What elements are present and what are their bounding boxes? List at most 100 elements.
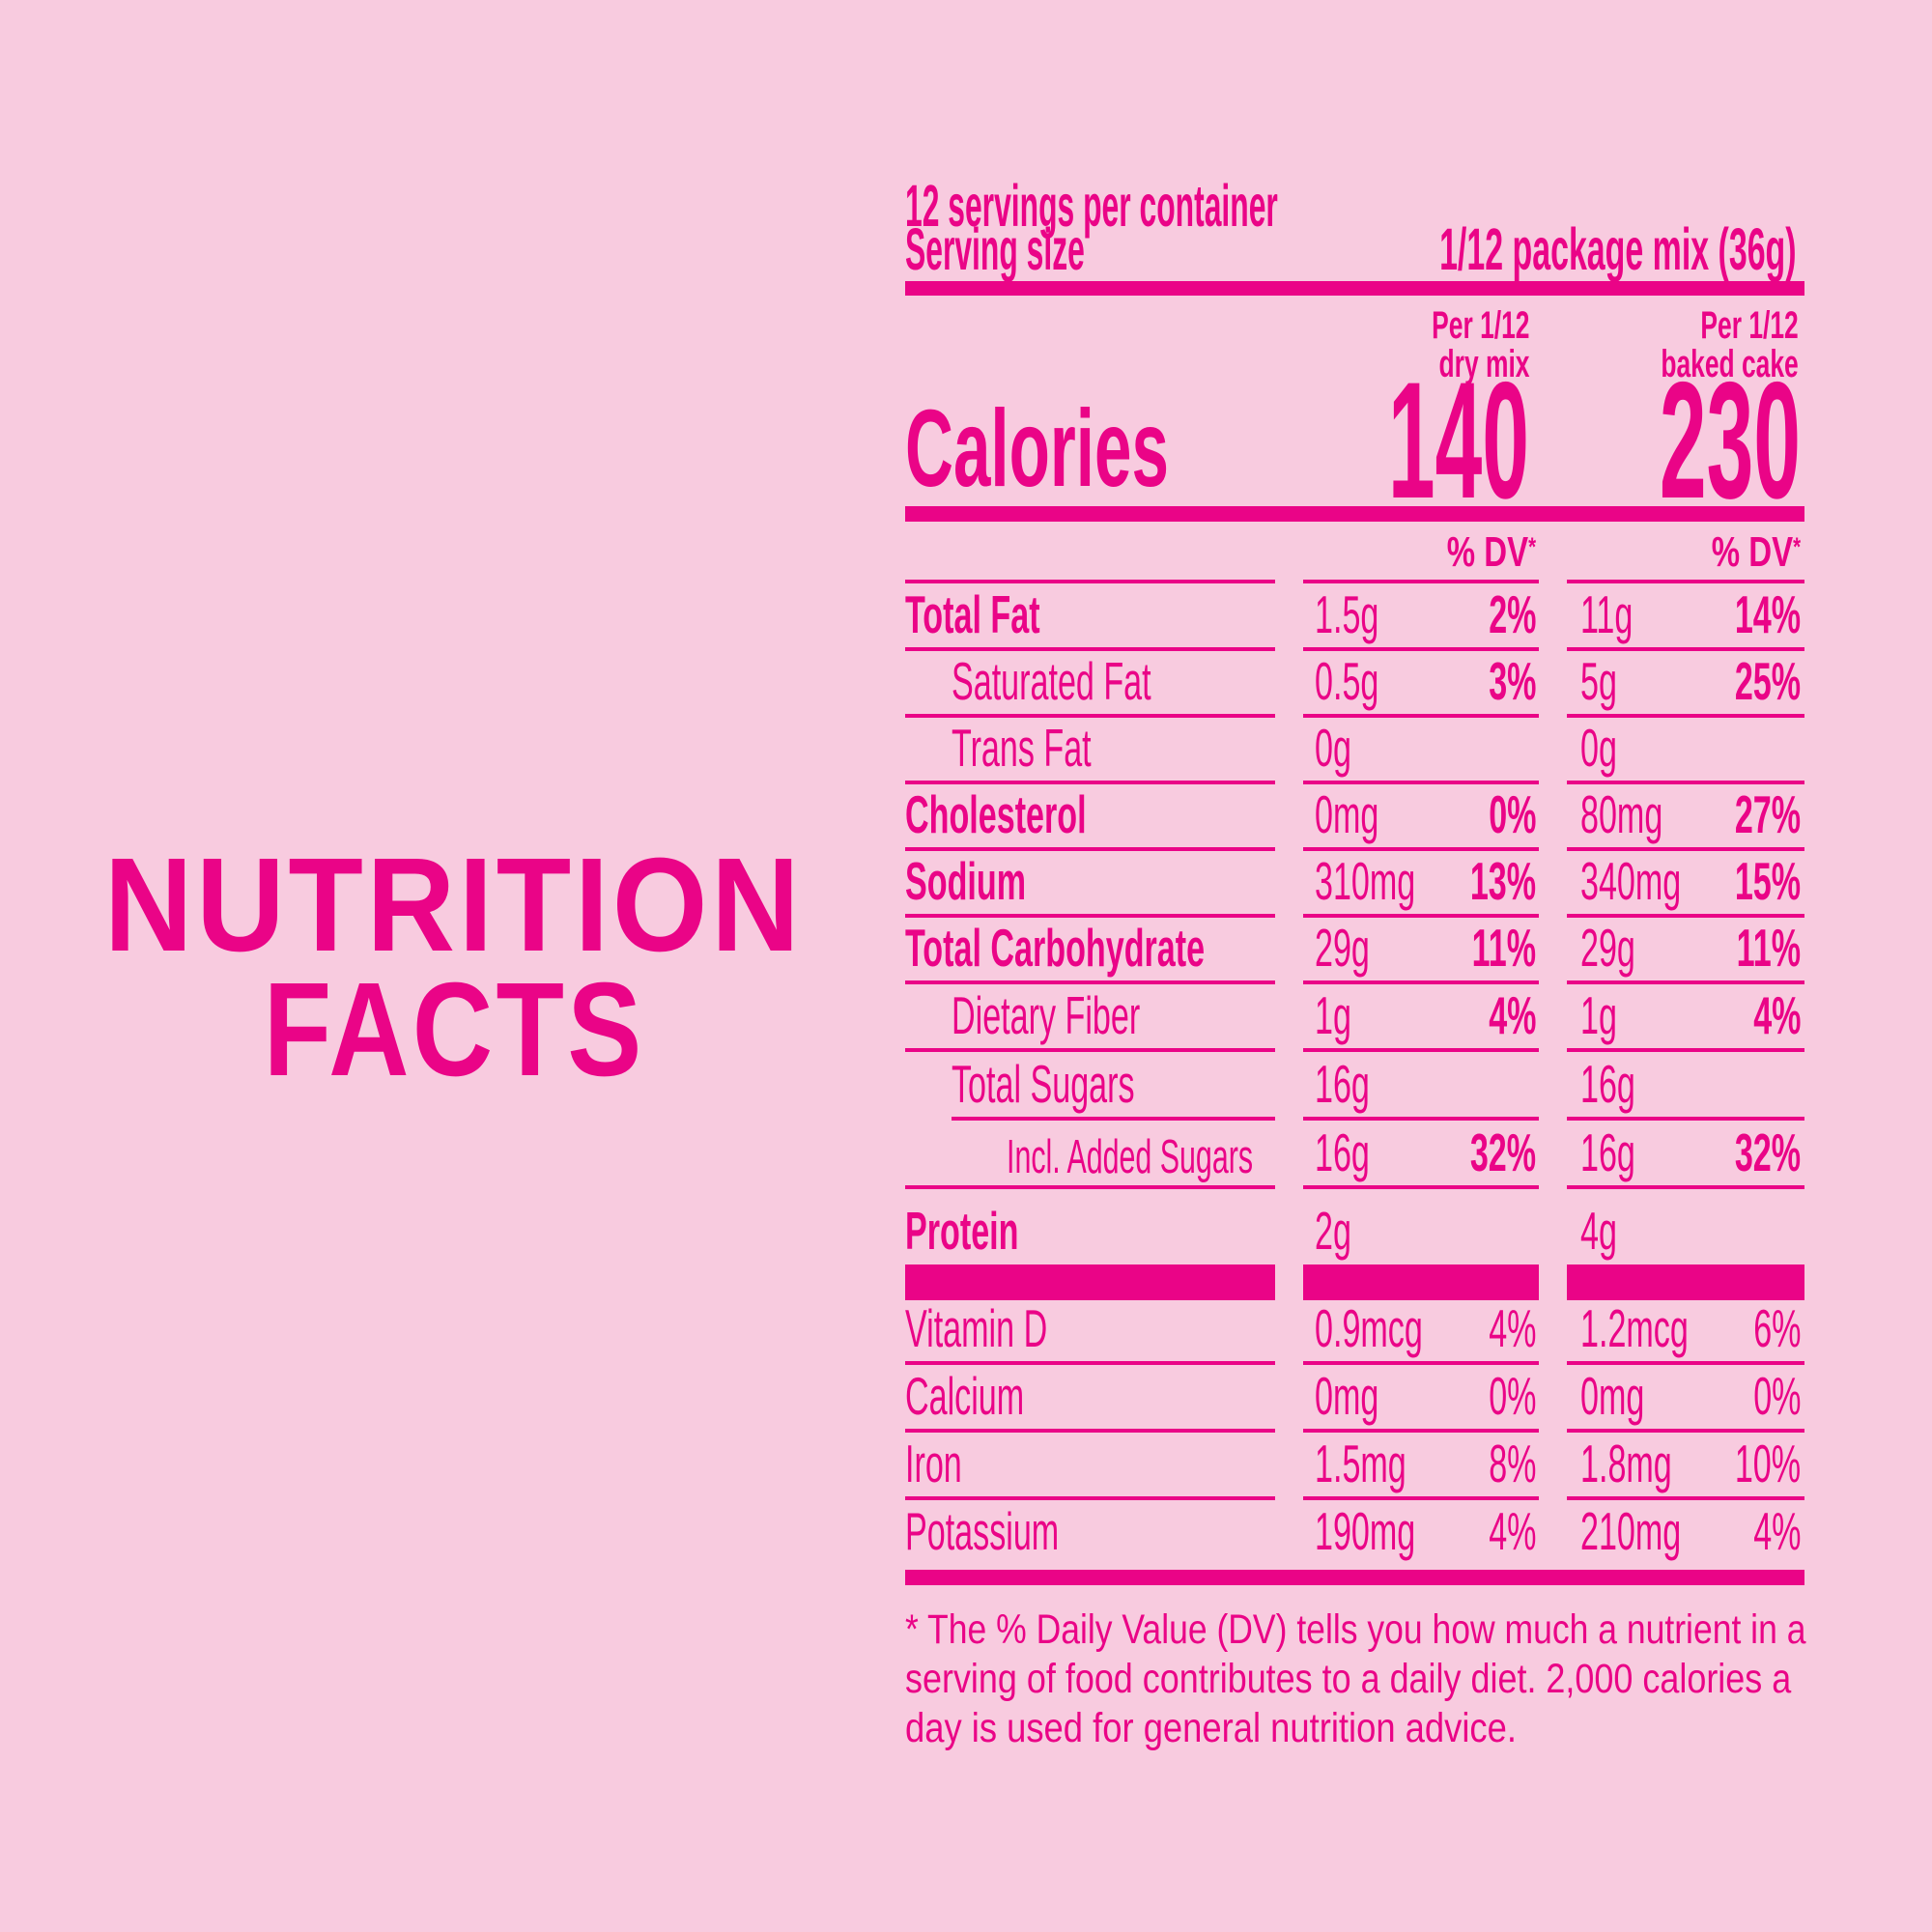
divider-line [1567, 914, 1804, 918]
divider-line [1303, 847, 1539, 851]
row-total-carbohydrate-bakedcake-dv: 11% [1530, 922, 1801, 975]
row-calcium-drymix-amount: 0mg [1315, 1370, 1418, 1423]
divider-line [1567, 1185, 1804, 1189]
serving-size-label: Serving size [905, 220, 1249, 279]
row-total-fat-bakedcake-dv: 14% [1530, 588, 1801, 641]
row-sodium-drymix-amount: 310mg [1315, 855, 1477, 908]
row-label-iron: Iron [905, 1437, 997, 1491]
row-total-carbohydrate-bakedcake-dv-text: 11% [1736, 918, 1801, 978]
row-total-carbohydrate-drymix-amount: 29g [1315, 922, 1404, 975]
divider-line [1303, 1361, 1539, 1365]
row-label-trans-fat: Trans Fat [952, 722, 1177, 775]
row-cholesterol-drymix-amount: 0mg [1315, 788, 1418, 841]
row-total-sugars-bakedcake-amount: 16g [1580, 1058, 1669, 1111]
row-calcium-bakedcake-dv-text: 0% [1752, 1366, 1801, 1426]
page-title-line-1-text: NUTRITION [104, 831, 804, 980]
divider-line [1567, 1048, 1804, 1052]
calories-drymix-value: 140 [1143, 357, 1529, 524]
divider-line [1303, 714, 1539, 718]
row-saturated-fat-drymix-amount: 0.5g [1315, 655, 1418, 708]
divider-line [1567, 580, 1804, 583]
column-header-dry-mix-line-1: Per 1/12 [1431, 304, 1529, 347]
divider-line [1567, 647, 1804, 651]
row-total-fat-drymix-dv-text: 2% [1488, 584, 1536, 644]
row-label-potassium-text: Potassium [905, 1501, 1060, 1561]
calories-divider-bar [905, 506, 1804, 522]
row-trans-fat-bakedcake-amount: 0g [1580, 722, 1639, 775]
divider-line [1303, 580, 1539, 583]
divider-line [1567, 847, 1804, 851]
row-vitamin-d-bakedcake-amount: 1.2mcg [1580, 1302, 1754, 1355]
divider-line [1567, 1496, 1804, 1500]
row-potassium-bakedcake-amount-text: 210mg [1580, 1501, 1682, 1561]
calories-drymix-value-text: 140 [1387, 348, 1529, 533]
row-sodium-bakedcake-dv-text: 15% [1734, 851, 1801, 911]
row-iron-bakedcake-amount-text: 1.8mg [1580, 1434, 1672, 1493]
row-incl-added-sugars-drymix-amount-text: 16g [1315, 1122, 1370, 1182]
dv-header-bakedcake-text: % DV* [1712, 531, 1801, 579]
row-vitamin-d-bakedcake-dv: 6% [1530, 1302, 1801, 1355]
divider-line [1303, 1429, 1539, 1433]
divider-line [905, 781, 1275, 784]
column-header-dry-mix: Per 1/12 dry mix [1143, 306, 1529, 384]
dv-header-drymix-text: % DV* [1447, 531, 1536, 579]
column-header-baked-cake-text: Per 1/12 baked cake [1662, 306, 1799, 384]
row-trans-fat-bakedcake-amount-text: 0g [1580, 718, 1617, 778]
row-label-dietary-fiber: Dietary Fiber [952, 989, 1256, 1042]
row-potassium-drymix-amount-text: 190mg [1315, 1501, 1416, 1561]
row-iron-drymix-amount-text: 1.5mg [1315, 1434, 1406, 1493]
row-saturated-fat-drymix-amount-text: 0.5g [1315, 651, 1379, 711]
row-total-carbohydrate-drymix-dv: 11% [1265, 922, 1536, 975]
divider-line [905, 1185, 1275, 1189]
serving-size-value-text: 1/12 package mix (36g) [1439, 216, 1797, 282]
row-total-sugars-bakedcake-dv [1530, 1058, 1801, 1111]
row-protein-bakedcake-dv [1530, 1205, 1801, 1258]
calories-label-text: Calories [905, 387, 1169, 509]
row-trans-fat-drymix-amount-text: 0g [1315, 718, 1351, 778]
column-header-dry-mix-text: Per 1/12 dry mix [1432, 306, 1529, 384]
divider-line [905, 980, 1275, 984]
divider-line [1567, 1361, 1804, 1365]
column-header-dry-mix-line-2: dry mix [1438, 343, 1529, 385]
row-total-carbohydrate-bakedcake-amount-text: 29g [1580, 918, 1635, 978]
divider-line [1567, 714, 1804, 718]
page-title-line-1: NUTRITION [0, 838, 1034, 972]
row-sodium-drymix-dv: 13% [1265, 855, 1536, 908]
row-saturated-fat-bakedcake-amount: 5g [1580, 655, 1639, 708]
row-potassium-bakedcake-dv: 4% [1530, 1505, 1801, 1558]
row-potassium-drymix-dv-text: 4% [1488, 1501, 1536, 1561]
row-label-total-carbohydrate: Total Carbohydrate [905, 922, 1388, 975]
page-title-line-2: FACTS [0, 963, 1034, 1096]
divider-line [1303, 980, 1539, 984]
divider-line [1303, 1048, 1539, 1052]
row-label-potassium: Potassium [905, 1505, 1153, 1558]
row-calcium-drymix-dv-text: 0% [1488, 1366, 1536, 1426]
row-iron-bakedcake-dv: 10% [1530, 1437, 1801, 1491]
divider-line [1567, 1429, 1804, 1433]
row-vitamin-d-drymix-amount: 0.9mcg [1315, 1302, 1489, 1355]
row-calcium-drymix-dv: 0% [1265, 1370, 1536, 1423]
row-total-sugars-bakedcake-amount-text: 16g [1580, 1054, 1635, 1114]
row-label-vitamin-d-text: Vitamin D [905, 1298, 1048, 1358]
divider-line [1567, 1117, 1804, 1121]
dv-header-drymix-label: % DV [1446, 528, 1529, 576]
row-label-vitamin-d: Vitamin D [905, 1302, 1134, 1355]
row-incl-added-sugars-bakedcake-amount-text: 16g [1580, 1122, 1635, 1182]
divider-line [1303, 1117, 1539, 1121]
row-protein-bakedcake-amount: 4g [1580, 1205, 1639, 1258]
row-saturated-fat-bakedcake-dv-text: 25% [1734, 651, 1801, 711]
divider-line [905, 847, 1275, 851]
row-label-total-fat-text: Total Fat [905, 584, 1040, 644]
row-sodium-bakedcake-dv: 15% [1530, 855, 1801, 908]
row-label-protein: Protein [905, 1205, 1088, 1258]
dv-header-drymix: % DV* [1265, 531, 1536, 579]
row-cholesterol-drymix-dv-text: 0% [1488, 784, 1536, 844]
footnote-line-3: day is used for general nutrition advice… [905, 1704, 1628, 1753]
row-cholesterol-drymix-dv: 0% [1265, 788, 1536, 841]
section-separator-bar [1567, 1264, 1804, 1300]
divider-line [905, 1496, 1275, 1500]
row-incl-added-sugars-drymix-dv-text: 32% [1469, 1122, 1536, 1182]
row-total-sugars-drymix-amount: 16g [1315, 1058, 1404, 1111]
row-vitamin-d-drymix-dv: 4% [1265, 1302, 1536, 1355]
